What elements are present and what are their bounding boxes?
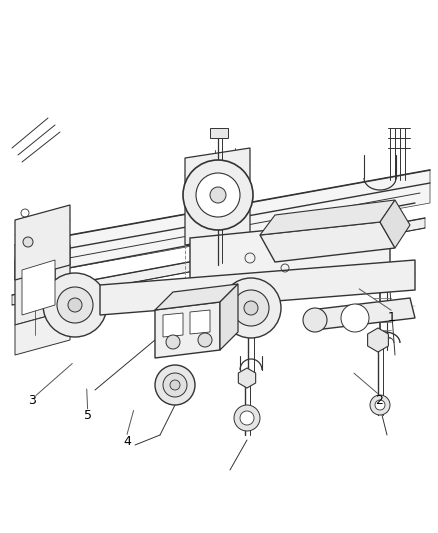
Polygon shape bbox=[100, 260, 415, 315]
Polygon shape bbox=[190, 218, 390, 285]
Circle shape bbox=[234, 405, 260, 431]
Text: 5: 5 bbox=[84, 409, 92, 422]
Polygon shape bbox=[220, 284, 238, 350]
Circle shape bbox=[155, 365, 195, 405]
Circle shape bbox=[23, 237, 33, 247]
Polygon shape bbox=[260, 222, 395, 262]
Polygon shape bbox=[380, 200, 410, 248]
Polygon shape bbox=[15, 310, 70, 355]
Circle shape bbox=[341, 304, 369, 332]
Polygon shape bbox=[238, 368, 256, 388]
Circle shape bbox=[170, 380, 180, 390]
Polygon shape bbox=[190, 310, 210, 334]
Polygon shape bbox=[185, 148, 250, 245]
Circle shape bbox=[244, 301, 258, 315]
Polygon shape bbox=[155, 302, 220, 358]
Circle shape bbox=[303, 308, 327, 332]
Circle shape bbox=[375, 400, 385, 410]
Polygon shape bbox=[163, 313, 183, 337]
Polygon shape bbox=[12, 218, 425, 305]
Circle shape bbox=[163, 373, 187, 397]
Circle shape bbox=[68, 298, 82, 312]
Text: 2: 2 bbox=[375, 394, 383, 407]
Polygon shape bbox=[15, 170, 430, 278]
Polygon shape bbox=[155, 284, 238, 310]
Circle shape bbox=[370, 395, 390, 415]
Polygon shape bbox=[15, 245, 70, 325]
Polygon shape bbox=[210, 128, 228, 138]
Polygon shape bbox=[367, 328, 389, 352]
Circle shape bbox=[233, 290, 269, 326]
Polygon shape bbox=[310, 298, 415, 330]
Circle shape bbox=[183, 160, 253, 230]
Polygon shape bbox=[22, 260, 55, 315]
Text: 3: 3 bbox=[28, 394, 35, 407]
Circle shape bbox=[57, 287, 93, 323]
Circle shape bbox=[221, 278, 281, 338]
Circle shape bbox=[196, 173, 240, 217]
Circle shape bbox=[198, 333, 212, 347]
Circle shape bbox=[240, 411, 254, 425]
Circle shape bbox=[43, 273, 107, 337]
Polygon shape bbox=[260, 200, 395, 235]
Polygon shape bbox=[15, 205, 70, 280]
Text: 1: 1 bbox=[388, 311, 396, 324]
Circle shape bbox=[210, 187, 226, 203]
Text: 4: 4 bbox=[123, 435, 131, 448]
Circle shape bbox=[166, 335, 180, 349]
